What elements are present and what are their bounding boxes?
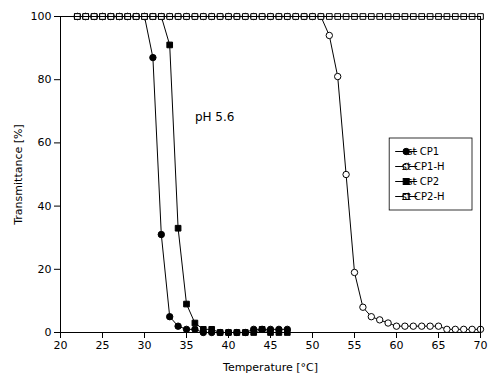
svg-text:30: 30 <box>138 339 152 352</box>
svg-text:25: 25 <box>96 339 110 352</box>
svg-text:70: 70 <box>474 339 488 352</box>
svg-text:40: 40 <box>38 200 52 213</box>
svg-text:st CP1: st CP1 <box>407 146 439 157</box>
svg-text:st CP2: st CP2 <box>407 176 439 187</box>
svg-text:40: 40 <box>222 339 236 352</box>
svg-text:60: 60 <box>390 339 404 352</box>
svg-text:pH 5.6: pH 5.6 <box>195 110 235 124</box>
svg-text:Temperature [°C]: Temperature [°C] <box>222 361 318 374</box>
svg-text:20: 20 <box>54 339 68 352</box>
svg-text:20: 20 <box>38 263 52 276</box>
svg-text:100: 100 <box>31 10 52 23</box>
svg-text:35: 35 <box>180 339 194 352</box>
svg-text:60: 60 <box>38 136 52 149</box>
svg-text:80: 80 <box>38 73 52 86</box>
svg-text:0: 0 <box>45 326 52 339</box>
svg-text:st CP1-H: st CP1-H <box>402 161 445 172</box>
svg-text:Transmittance [%]: Transmittance [%] <box>12 124 25 226</box>
svg-text:55: 55 <box>348 339 362 352</box>
svg-text:50: 50 <box>306 339 320 352</box>
svg-text:65: 65 <box>432 339 446 352</box>
svg-text:45: 45 <box>264 339 278 352</box>
svg-text:st CP2-H: st CP2-H <box>402 191 445 202</box>
